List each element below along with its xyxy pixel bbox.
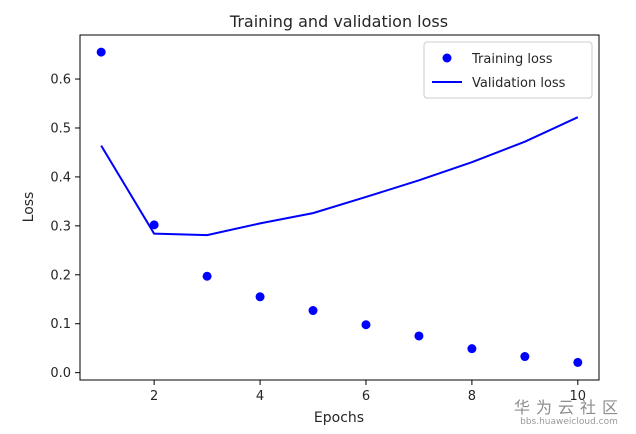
y-axis: 0.0 0.1 0.2 0.3 0.4 0.5 0.6 xyxy=(50,73,80,381)
x-tick-label: 10 xyxy=(570,389,587,404)
watermark-url: bbs.huaweicloud.com xyxy=(520,417,618,427)
y-tick-label: 0.0 xyxy=(50,366,71,381)
y-tick-label: 0.6 xyxy=(50,73,71,88)
series-layer xyxy=(96,47,583,367)
training-loss-point xyxy=(255,292,265,302)
validation-loss-line xyxy=(100,116,579,237)
y-axis-label: Loss xyxy=(21,192,37,223)
legend-box xyxy=(423,41,593,99)
watermark: 华为云社区 bbs.huaweicloud.com xyxy=(514,399,624,428)
training-loss-point xyxy=(520,352,530,362)
training-loss-point xyxy=(467,344,477,354)
x-tick-label: 4 xyxy=(256,389,264,404)
chart-title: Training and validation loss xyxy=(229,12,448,31)
y-tick-label: 0.4 xyxy=(50,170,71,185)
y-tick-label: 0.3 xyxy=(50,219,71,234)
training-loss-point xyxy=(96,47,106,57)
watermark-brand-text: 华为云社区 xyxy=(513,398,624,417)
x-axis-label: Epochs xyxy=(314,410,364,426)
x-tick-label: 6 xyxy=(362,389,370,404)
training-loss-point xyxy=(361,320,371,330)
legend: Training loss Validation loss xyxy=(423,41,593,99)
x-tick-label: 2 xyxy=(150,389,158,404)
legend-label-validation-loss: Validation loss xyxy=(472,76,566,91)
y-tick-label: 0.1 xyxy=(50,317,71,332)
x-axis: 2 4 6 8 10 xyxy=(150,380,586,404)
y-tick-label: 0.5 xyxy=(50,121,71,136)
training-loss-point xyxy=(308,306,318,316)
training-loss-point xyxy=(202,271,212,281)
training-loss-point xyxy=(414,331,424,341)
legend-marker-training-loss xyxy=(442,53,452,63)
x-tick-label: 8 xyxy=(468,389,476,404)
y-tick-label: 0.2 xyxy=(50,268,71,283)
training-loss-point xyxy=(573,357,583,367)
legend-label-training-loss: Training loss xyxy=(471,52,553,67)
training-loss-point xyxy=(149,220,159,230)
